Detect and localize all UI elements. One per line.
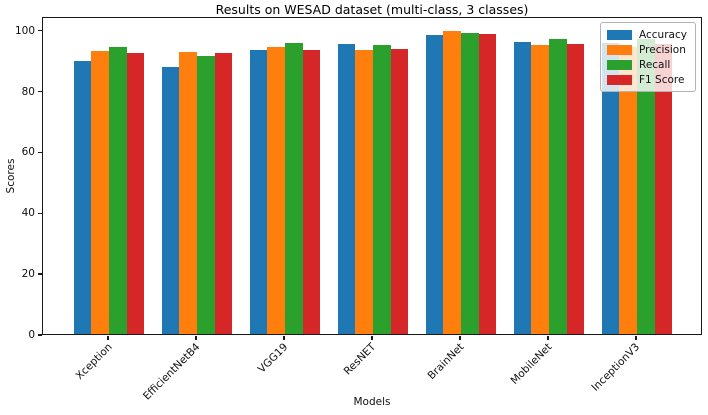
- bar-f1-score-xception: [126, 52, 145, 334]
- x-tick-mark: [195, 336, 197, 340]
- y-tick-label: 40: [21, 207, 35, 220]
- bar-accuracy-inceptionv3: [601, 43, 620, 334]
- x-tick-mark: [371, 336, 373, 340]
- bar-recall-vgg19: [285, 43, 303, 334]
- bar-f1-score-vgg19: [302, 49, 321, 334]
- bar-accuracy-efficientnetb4: [161, 67, 180, 334]
- x-tick-mark: [107, 336, 109, 340]
- y-tick-label: 100: [14, 24, 35, 37]
- x-tick-label: BrainNet: [425, 341, 467, 382]
- bar-precision-vgg19: [267, 47, 285, 334]
- legend-item-accuracy: Accuracy: [607, 27, 687, 42]
- x-tick-mark: [459, 336, 461, 340]
- legend-item-recall: Recall: [607, 57, 687, 72]
- y-tick-label: 0: [28, 329, 35, 341]
- x-tick-label: VGG19: [255, 341, 291, 376]
- x-tick-label: MobileNet: [508, 341, 555, 387]
- bar-recall-inceptionv3: [637, 39, 655, 334]
- y-tick-mark: [38, 273, 42, 275]
- legend: Accuracy Precision Recall F1 Score: [600, 22, 696, 92]
- legend-swatch-f1-score: [607, 74, 632, 85]
- bar-accuracy-vgg19: [249, 49, 268, 334]
- legend-swatch-accuracy: [607, 29, 632, 40]
- y-tick-label: 60: [21, 146, 35, 159]
- bar-accuracy-brainnet: [425, 34, 444, 334]
- y-tick-mark: [38, 151, 42, 154]
- bar-accuracy-resnet: [337, 44, 356, 334]
- y-tick-mark: [38, 30, 42, 32]
- y-tick-mark: [38, 90, 42, 93]
- y-tick-label: 20: [21, 268, 35, 281]
- x-tick-label: InceptionV3: [589, 341, 643, 394]
- bar-recall-mobilenet: [549, 38, 567, 334]
- bar-recall-resnet: [373, 44, 391, 334]
- legend-swatch-recall: [607, 59, 632, 70]
- x-tick-mark: [283, 336, 285, 340]
- y-axis-label: Scores: [5, 158, 17, 194]
- legend-label: F1 Score: [639, 73, 685, 86]
- x-tick-mark: [547, 336, 549, 340]
- legend-item-f1-score: F1 Score: [607, 72, 687, 87]
- bar-precision-inceptionv3: [619, 47, 637, 334]
- x-tick-label: Xception: [73, 341, 115, 383]
- legend-label: Recall: [639, 58, 671, 71]
- chart-title: Results on WESAD dataset (multi-class, 3…: [215, 2, 529, 17]
- x-tick-label: ResNET: [341, 341, 379, 378]
- y-tick-label: 80: [21, 85, 35, 98]
- x-axis-label: Models: [353, 396, 391, 408]
- legend-label: Accuracy: [639, 28, 687, 41]
- x-tick-mark: [635, 336, 637, 340]
- bar-recall-brainnet: [461, 33, 479, 334]
- bar-precision-brainnet: [443, 31, 461, 334]
- bar-accuracy-mobilenet: [513, 42, 532, 334]
- y-tick-mark: [38, 212, 42, 214]
- y-tick-mark: [38, 334, 42, 336]
- bar-accuracy-xception: [73, 60, 92, 334]
- legend-item-precision: Precision: [607, 42, 687, 57]
- bar-recall-efficientnetb4: [197, 55, 215, 334]
- plot-area: [42, 17, 702, 335]
- bar-precision-xception: [91, 51, 109, 334]
- bar-f1-score-resnet: [390, 48, 409, 334]
- bar-precision-resnet: [355, 49, 373, 334]
- bar-f1-score-brainnet: [478, 34, 497, 334]
- bar-f1-score-inceptionv3: [654, 44, 673, 334]
- bar-f1-score-mobilenet: [566, 43, 585, 334]
- bar-recall-xception: [109, 47, 127, 334]
- legend-swatch-precision: [607, 44, 632, 55]
- legend-label: Precision: [639, 43, 686, 56]
- bar-precision-mobilenet: [531, 44, 549, 334]
- bar-precision-efficientnetb4: [179, 51, 197, 334]
- bar-f1-score-efficientnetb4: [214, 52, 233, 334]
- x-tick-label: EfficientNetB4: [140, 341, 203, 403]
